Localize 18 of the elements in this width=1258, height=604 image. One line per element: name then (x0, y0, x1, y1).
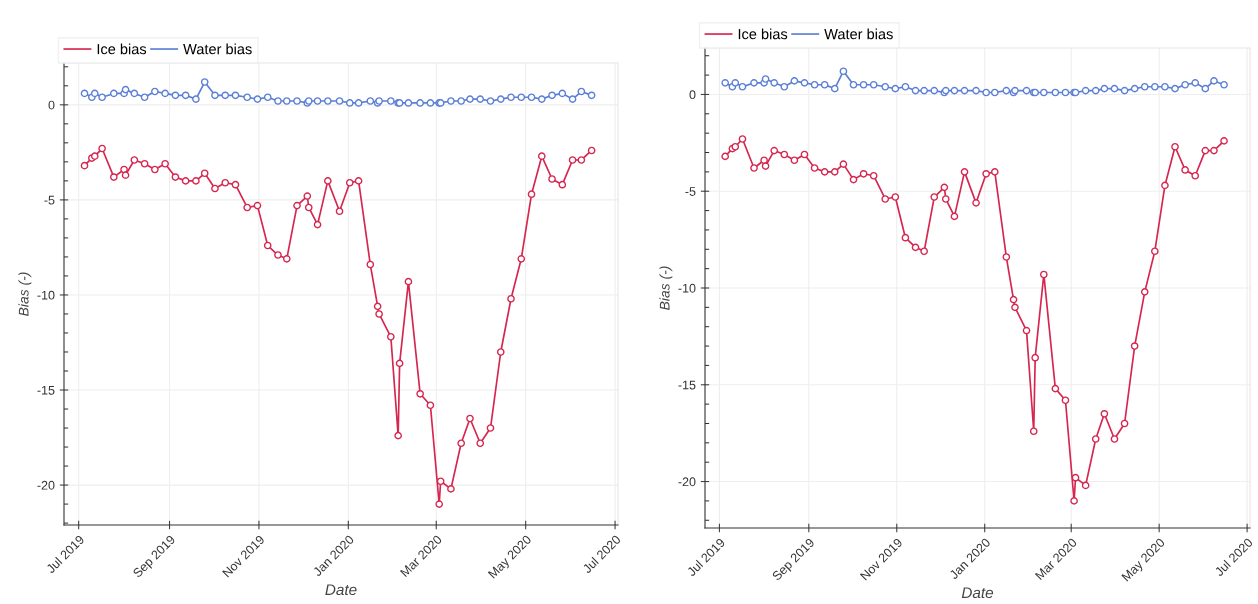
y-axis-title: Bias (-) (659, 266, 673, 310)
y-tick-label: -10 (37, 290, 55, 300)
legend-label: Water bias (183, 43, 252, 55)
y-tick-label: -15 (678, 380, 696, 390)
y-axis-title: Bias (-) (18, 272, 32, 316)
legend-label: Water bias (824, 28, 893, 40)
y-tick-label: -10 (678, 283, 696, 293)
y-tick-label: -20 (37, 480, 55, 490)
legend-label: Ice bias (97, 43, 147, 55)
y-tick-label: -5 (44, 195, 55, 205)
legend-label: Ice bias (738, 28, 788, 40)
x-axis-title: Date (325, 584, 357, 596)
y-tick-label: 0 (689, 90, 696, 100)
x-axis-title: Date (961, 587, 994, 599)
y-tick-label: 0 (48, 100, 55, 110)
y-tick-label: -15 (37, 385, 55, 395)
y-tick-label: -20 (678, 477, 696, 487)
y-tick-label: -5 (685, 187, 696, 196)
